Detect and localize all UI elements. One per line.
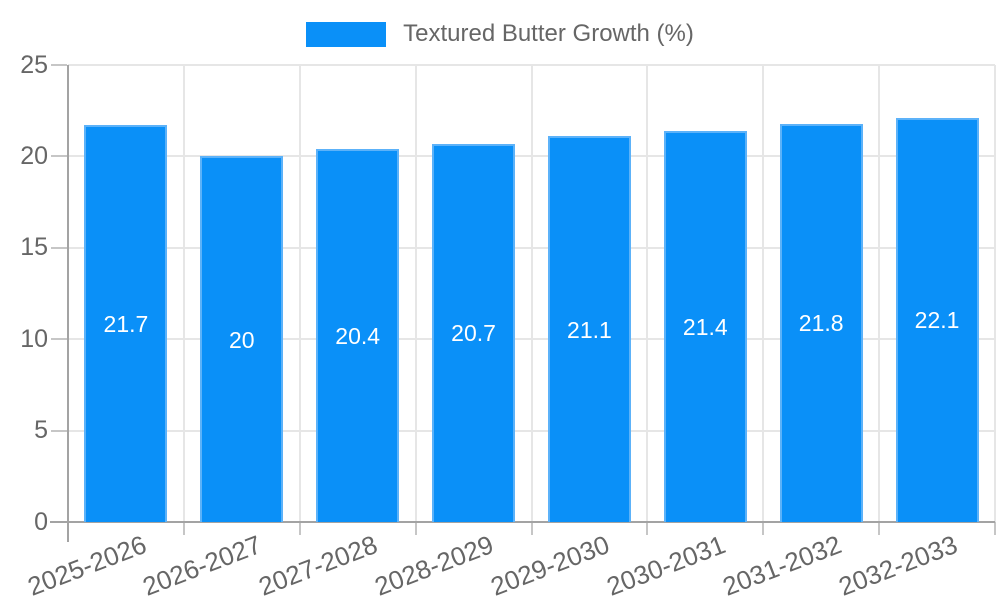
bar[interactable]: 20 bbox=[200, 156, 284, 522]
legend-label: Textured Butter Growth (%) bbox=[403, 19, 694, 47]
x-tick-mark bbox=[298, 522, 301, 535]
bar[interactable]: 21.1 bbox=[547, 136, 631, 522]
bar-value-label: 21.8 bbox=[798, 310, 844, 337]
y-tick-label: 20 bbox=[20, 141, 48, 170]
x-gridline bbox=[994, 65, 996, 522]
x-tick-label: 2032-2033 bbox=[834, 529, 962, 600]
plot-area: 0 5 10 15 20 25 21.7 20 20.4 20.7 21.1 21.4 21.8 22.1… bbox=[20, 52, 996, 600]
x-gridline bbox=[530, 65, 533, 522]
x-tick-mark bbox=[878, 522, 881, 535]
x-gridline bbox=[414, 65, 417, 522]
y-axis-line bbox=[67, 65, 69, 542]
legend-item[interactable]: Textured Butter Growth (%) bbox=[0, 16, 1000, 52]
x-tick-label: 2025-2026 bbox=[23, 529, 150, 600]
bar[interactable]: 22.1 bbox=[895, 118, 979, 522]
x-gridline bbox=[878, 65, 881, 522]
bar[interactable]: 20.4 bbox=[316, 149, 400, 522]
y-tick-label: 10 bbox=[20, 324, 48, 353]
x-gridline bbox=[298, 65, 301, 522]
y-tick-mark bbox=[51, 429, 67, 432]
x-gridline bbox=[182, 65, 185, 522]
x-tick-label: 2031-2032 bbox=[718, 529, 846, 600]
x-tick-label: 2026-2027 bbox=[139, 529, 266, 600]
x-tick-label: 2027-2028 bbox=[254, 529, 382, 600]
x-tick-mark bbox=[762, 522, 765, 535]
y-tick-label: 5 bbox=[34, 416, 48, 445]
x-tick-mark bbox=[530, 522, 533, 535]
bar[interactable]: 21.8 bbox=[779, 123, 863, 522]
x-gridline bbox=[762, 65, 765, 522]
legend-swatch bbox=[306, 21, 387, 47]
x-tick-label: 2028-2029 bbox=[370, 529, 498, 600]
y-tick-mark bbox=[51, 246, 67, 249]
bar-value-label: 21.4 bbox=[682, 313, 728, 340]
x-gridline bbox=[646, 65, 649, 522]
bar-value-label: 21.7 bbox=[103, 311, 149, 338]
bar-value-label: 20.7 bbox=[451, 320, 496, 347]
y-tick-mark bbox=[51, 338, 67, 341]
x-tick-label: 2030-2031 bbox=[602, 529, 730, 600]
y-tick-label: 0 bbox=[34, 507, 48, 536]
bar[interactable]: 21.7 bbox=[84, 125, 168, 522]
bar[interactable]: 20.7 bbox=[432, 143, 516, 522]
bar-value-label: 20 bbox=[229, 326, 255, 353]
x-tick-mark bbox=[994, 522, 996, 535]
x-tick-mark bbox=[414, 522, 417, 535]
bar-value-label: 20.4 bbox=[335, 322, 381, 349]
bar[interactable]: 21.4 bbox=[663, 130, 747, 522]
x-tick-mark bbox=[646, 522, 649, 535]
bar-value-label: 22.1 bbox=[914, 307, 960, 334]
x-tick-label: 2029-2030 bbox=[486, 529, 614, 600]
x-axis-line bbox=[50, 521, 995, 523]
y-tick-mark bbox=[51, 155, 67, 158]
y-tick-mark bbox=[51, 64, 67, 66]
bar-value-label: 21.1 bbox=[567, 316, 612, 343]
y-tick-label: 25 bbox=[20, 50, 48, 79]
x-tick-mark bbox=[182, 522, 185, 535]
y-tick-label: 15 bbox=[20, 233, 48, 262]
